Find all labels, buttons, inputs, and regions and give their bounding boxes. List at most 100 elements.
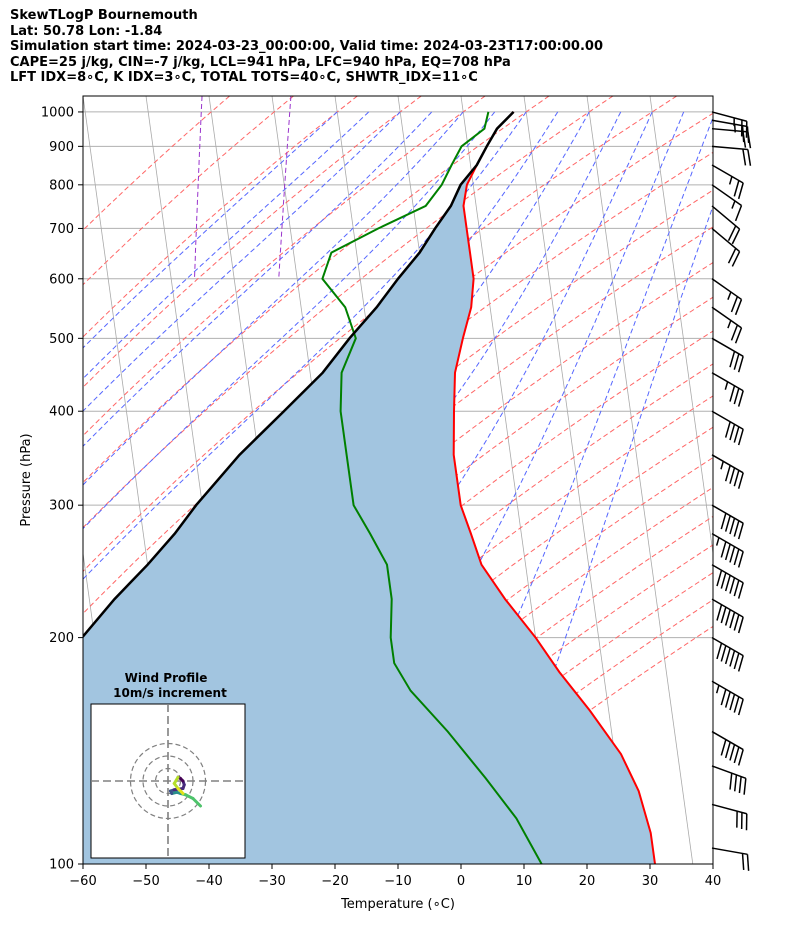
wind-barb [711, 205, 741, 245]
barb-half [731, 200, 736, 209]
barb-flag [733, 180, 740, 197]
barb-flag [742, 131, 747, 148]
y-tick-label: 700 [49, 222, 74, 237]
barb-flag [733, 774, 738, 792]
barb-flag [737, 582, 744, 599]
barb-flag [730, 296, 739, 313]
barb-flag [733, 652, 740, 670]
barb-flag [733, 614, 740, 631]
wind-barb [711, 410, 744, 446]
y-tick-label: 200 [49, 631, 74, 646]
barb-flag [724, 543, 731, 561]
wind-barbs [711, 111, 752, 871]
isotherm-line [649, 96, 713, 557]
barb-flag [733, 696, 740, 713]
barb-staff [711, 564, 744, 584]
barb-flag [724, 741, 731, 759]
barb-flag [729, 611, 736, 629]
dry-adiabat-line [83, 96, 294, 286]
barb-staff [711, 454, 744, 474]
isotherm-line [776, 96, 794, 864]
dry-adiabat-line [83, 96, 678, 573]
barb-flag [720, 645, 727, 662]
x-tick-label: 0 [457, 874, 465, 889]
x-tick-label: 40 [705, 874, 722, 889]
barb-staff [711, 372, 744, 392]
barb-staff [711, 278, 742, 301]
y-tick-label: 600 [49, 272, 74, 287]
barb-flag [729, 424, 736, 441]
barb-flag [730, 324, 739, 341]
barb-flag [733, 580, 740, 597]
moist-adiabat-line [83, 111, 622, 798]
wind-barb [711, 680, 744, 716]
barb-half [720, 461, 724, 470]
cape-area [83, 128, 655, 864]
barb-flag [733, 520, 740, 537]
moist-adiabat-line [120, 111, 653, 864]
barb-staff [711, 803, 747, 815]
barb-flag [737, 429, 744, 446]
wind-barb [711, 598, 744, 634]
moist-adiabat-line [83, 111, 370, 380]
barb-flag [734, 327, 743, 344]
x-tick-label: 20 [579, 874, 596, 889]
barb-staff [711, 532, 744, 553]
barb-flag [720, 541, 727, 558]
y-tick-label: 500 [49, 332, 74, 347]
barb-flag [731, 251, 741, 267]
barb-flag [731, 228, 741, 245]
barb-flag [720, 512, 727, 530]
wind-barb [711, 127, 752, 149]
barb-staff [711, 730, 744, 751]
moist-adiabat-line [83, 111, 338, 349]
dry-adiabat-line [83, 96, 230, 231]
x-tick-label: −40 [195, 874, 222, 889]
barb-staff [711, 410, 744, 430]
wind-barb [711, 372, 744, 407]
barb-staff [711, 504, 744, 524]
barb-flag [746, 854, 750, 871]
barb-flag [727, 225, 737, 241]
barb-flag [724, 421, 731, 438]
y-tick-label: 100 [49, 858, 74, 873]
barb-flag [737, 655, 744, 672]
barb-staff [711, 164, 744, 184]
moist-adiabat-line [83, 111, 527, 580]
indices-line-1: CAPE=25 j/kg, CIN=-7 j/kg, LCL=941 hPa, … [10, 54, 511, 70]
barb-flag [733, 548, 740, 566]
barb-flag [729, 650, 736, 667]
dry-adiabat-line [290, 544, 713, 864]
wind-barb [711, 227, 741, 267]
barb-flag [733, 470, 740, 487]
barb-flag [737, 522, 744, 540]
isotherm-line [712, 96, 713, 99]
barb-flag [724, 515, 731, 532]
barb-flag [733, 426, 740, 443]
x-tick-label: −30 [258, 874, 285, 889]
barb-flag [720, 572, 727, 589]
dry-adiabat-line [83, 96, 486, 437]
wind-barb [711, 564, 744, 599]
barb-staff [711, 598, 744, 618]
barb-flag [737, 749, 744, 766]
y-tick-label: 900 [49, 140, 74, 155]
moist-adiabat-line [83, 111, 401, 412]
dry-adiabat-line [83, 96, 550, 484]
y-axis-label: Pressure (hPa) [19, 433, 34, 526]
hodograph-segment [191, 797, 202, 808]
barb-flag [737, 551, 744, 568]
barb-flag [729, 577, 736, 594]
barb-flag [729, 744, 736, 761]
mixing-ratio-line [278, 96, 292, 279]
barb-staff [711, 127, 748, 133]
barb-half [724, 381, 729, 390]
barb-flag [729, 773, 733, 790]
barb-half [715, 537, 720, 546]
x-tick-label: 10 [516, 874, 533, 889]
barb-flag [724, 465, 731, 482]
barb-flag [737, 699, 744, 716]
indices-line-2: LFT IDX=8∘C, K IDX=3∘C, TOTAL TOTS=40∘C,… [10, 70, 478, 85]
barb-flag [737, 356, 744, 373]
barb-staff [711, 145, 748, 151]
